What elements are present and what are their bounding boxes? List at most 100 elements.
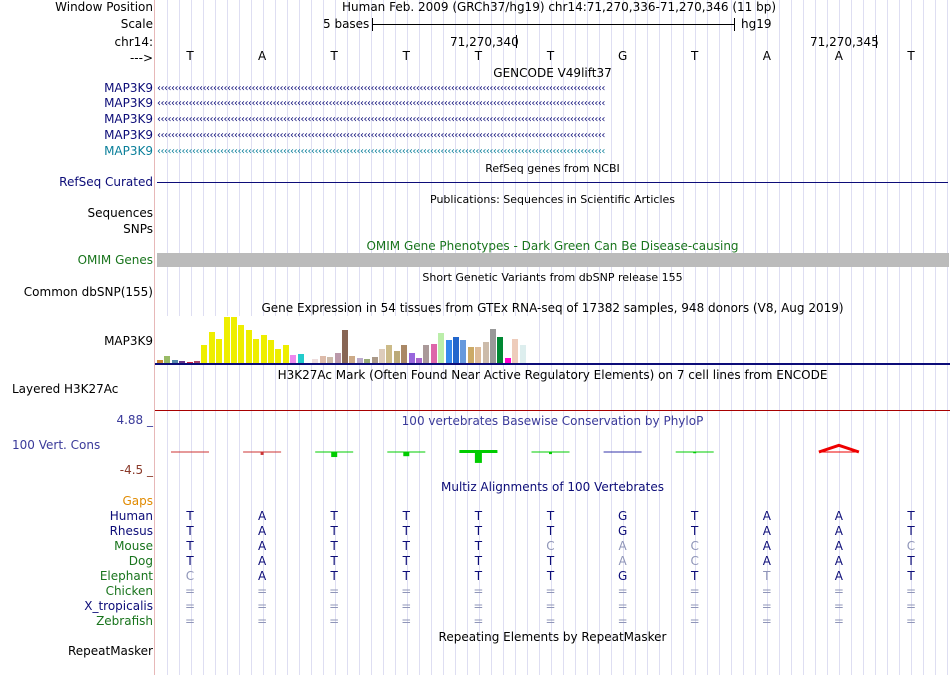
- gtex-tissue-bar[interactable]: [512, 339, 518, 363]
- repeatmasker-label[interactable]: RepeatMasker: [67, 644, 153, 658]
- phylop-graph[interactable]: [155, 432, 950, 472]
- gtex-tissue-bar[interactable]: [201, 345, 207, 363]
- gencode-gene-label[interactable]: MAP3K9: [104, 81, 153, 95]
- phylop-mark[interactable]: [818, 443, 860, 454]
- gencode-gene-label[interactable]: MAP3K9: [104, 112, 153, 126]
- species-label[interactable]: Zebrafish: [96, 614, 153, 628]
- gtex-tissue-bar[interactable]: [290, 355, 296, 363]
- gtex-tissue-bar[interactable]: [438, 333, 444, 363]
- gaps-label[interactable]: Gaps: [122, 494, 153, 508]
- phylop-mark[interactable]: [243, 451, 282, 455]
- gtex-tissue-bar[interactable]: [320, 356, 326, 363]
- species-label[interactable]: Chicken: [105, 584, 153, 598]
- gtex-tissue-bar[interactable]: [275, 349, 281, 363]
- gtex-tissue-bar[interactable]: [335, 353, 341, 363]
- gtex-tissue-bar[interactable]: [446, 340, 452, 363]
- scale-bar: [372, 24, 734, 25]
- omim-genes-label[interactable]: OMIM Genes: [77, 253, 153, 267]
- gtex-tissue-bar[interactable]: [342, 330, 348, 363]
- gtex-tissue-bar[interactable]: [164, 356, 170, 363]
- sequences-label[interactable]: Sequences: [87, 206, 153, 220]
- gtex-tissue-bar[interactable]: [386, 345, 392, 363]
- refseq-gene-line[interactable]: [157, 182, 948, 183]
- gtex-tissue-bar[interactable]: [187, 362, 193, 363]
- gtex-tissue-bar[interactable]: [357, 358, 363, 363]
- gencode-gene-line[interactable]: ‹‹‹‹‹‹‹‹‹‹‹‹‹‹‹‹‹‹‹‹‹‹‹‹‹‹‹‹‹‹‹‹‹‹‹‹‹‹‹‹…: [157, 130, 605, 141]
- species-label[interactable]: Elephant: [99, 569, 153, 583]
- gtex-track-title[interactable]: Gene Expression in 54 tissues from GTEx …: [261, 301, 844, 315]
- phylop-mark[interactable]: [387, 451, 426, 457]
- gtex-tissue-bar[interactable]: [216, 339, 222, 363]
- gtex-tissue-bar[interactable]: [401, 345, 407, 363]
- gtex-tissue-bar[interactable]: [453, 337, 459, 363]
- gtex-tissue-bar[interactable]: [520, 345, 526, 363]
- gencode-gene-label[interactable]: MAP3K9: [104, 96, 153, 110]
- gtex-tissue-bar[interactable]: [475, 347, 481, 363]
- gtex-tissue-bar[interactable]: [497, 337, 503, 363]
- species-label[interactable]: Dog: [128, 554, 153, 568]
- gtex-bar-graph[interactable]: [157, 316, 537, 363]
- gencode-track-title[interactable]: GENCODE V49lift37: [493, 66, 612, 80]
- phylop-mark[interactable]: [459, 450, 498, 463]
- gtex-tissue-bar[interactable]: [423, 345, 429, 363]
- gtex-tissue-bar[interactable]: [172, 360, 178, 363]
- gtex-tissue-bar[interactable]: [268, 340, 274, 363]
- multiz-track-title[interactable]: Multiz Alignments of 100 Vertebrates: [440, 480, 665, 494]
- gtex-tissue-bar[interactable]: [157, 360, 163, 363]
- gtex-tissue-bar[interactable]: [283, 345, 289, 363]
- omim-gene-bar[interactable]: [157, 253, 949, 267]
- phylop-track-label[interactable]: 100 Vert. Cons: [12, 438, 101, 452]
- gtex-tissue-bar[interactable]: [372, 357, 378, 363]
- gtex-tissue-bar[interactable]: [379, 349, 385, 363]
- dbsnp-label[interactable]: Common dbSNP(155): [23, 285, 153, 299]
- gtex-gene-label[interactable]: MAP3K9: [104, 334, 153, 348]
- snps-label[interactable]: SNPs: [123, 222, 153, 236]
- phylop-mark[interactable]: [315, 451, 354, 458]
- repeatmasker-track-title[interactable]: Repeating Elements by RepeatMasker: [438, 630, 667, 644]
- gencode-gene-line[interactable]: ‹‹‹‹‹‹‹‹‹‹‹‹‹‹‹‹‹‹‹‹‹‹‹‹‹‹‹‹‹‹‹‹‹‹‹‹‹‹‹‹…: [157, 98, 605, 109]
- gtex-tissue-bar[interactable]: [194, 361, 200, 363]
- gtex-tissue-bar[interactable]: [224, 317, 230, 363]
- gtex-tissue-bar[interactable]: [327, 357, 333, 363]
- gtex-tissue-bar[interactable]: [246, 330, 252, 363]
- gtex-tissue-bar[interactable]: [231, 317, 237, 363]
- omim-track-title[interactable]: OMIM Gene Phenotypes - Dark Green Can Be…: [366, 239, 739, 253]
- refseq-track-title[interactable]: RefSeq genes from NCBI: [485, 162, 620, 175]
- phylop-mark[interactable]: [675, 451, 714, 454]
- gtex-tissue-bar[interactable]: [416, 358, 422, 363]
- species-label[interactable]: Mouse: [114, 539, 153, 553]
- species-label[interactable]: Human: [109, 509, 153, 523]
- gtex-tissue-bar[interactable]: [483, 342, 489, 363]
- publications-track-title[interactable]: Publications: Sequences in Scientific Ar…: [430, 193, 675, 206]
- gencode-gene-line[interactable]: ‹‹‹‹‹‹‹‹‹‹‹‹‹‹‹‹‹‹‹‹‹‹‹‹‹‹‹‹‹‹‹‹‹‹‹‹‹‹‹‹…: [157, 83, 605, 94]
- h3k27ac-track-title[interactable]: H3K27Ac Mark (Often Found Near Active Re…: [277, 368, 828, 382]
- gtex-tissue-bar[interactable]: [312, 359, 318, 363]
- species-label[interactable]: Rhesus: [109, 524, 153, 538]
- gtex-tissue-bar[interactable]: [460, 340, 466, 363]
- gencode-gene-line[interactable]: ‹‹‹‹‹‹‹‹‹‹‹‹‹‹‹‹‹‹‹‹‹‹‹‹‹‹‹‹‹‹‹‹‹‹‹‹‹‹‹‹…: [157, 114, 605, 125]
- gtex-tissue-bar[interactable]: [349, 356, 355, 363]
- refseq-curated-label[interactable]: RefSeq Curated: [59, 175, 153, 189]
- gtex-tissue-bar[interactable]: [409, 353, 415, 363]
- gtex-tissue-bar[interactable]: [394, 351, 400, 363]
- phylop-track-title[interactable]: 100 vertebrates Basewise Conservation by…: [401, 414, 704, 428]
- gtex-tissue-bar[interactable]: [505, 358, 511, 363]
- phylop-mark[interactable]: [531, 451, 570, 455]
- gtex-tissue-bar[interactable]: [298, 354, 304, 363]
- gtex-tissue-bar[interactable]: [468, 347, 474, 363]
- species-label[interactable]: X_tropicalis: [84, 599, 153, 613]
- gtex-tissue-bar[interactable]: [431, 344, 437, 363]
- gtex-tissue-bar[interactable]: [364, 359, 370, 363]
- dbsnp-track-title[interactable]: Short Genetic Variants from dbSNP releas…: [422, 271, 683, 284]
- gencode-gene-label[interactable]: MAP3K9: [104, 128, 153, 142]
- gtex-tissue-bar[interactable]: [490, 329, 496, 363]
- gtex-tissue-bar[interactable]: [253, 339, 259, 363]
- gtex-tissue-bar[interactable]: [261, 335, 267, 363]
- gencode-gene-line[interactable]: ‹‹‹‹‹‹‹‹‹‹‹‹‹‹‹‹‹‹‹‹‹‹‹‹‹‹‹‹‹‹‹‹‹‹‹‹‹‹‹‹…: [157, 146, 605, 157]
- gtex-tissue-bar[interactable]: [238, 325, 244, 363]
- h3k27ac-label[interactable]: Layered H3K27Ac: [12, 382, 119, 396]
- gtex-tissue-bar[interactable]: [179, 361, 185, 363]
- gencode-gene-label[interactable]: MAP3K9: [104, 144, 153, 158]
- gtex-tissue-bar[interactable]: [209, 332, 215, 363]
